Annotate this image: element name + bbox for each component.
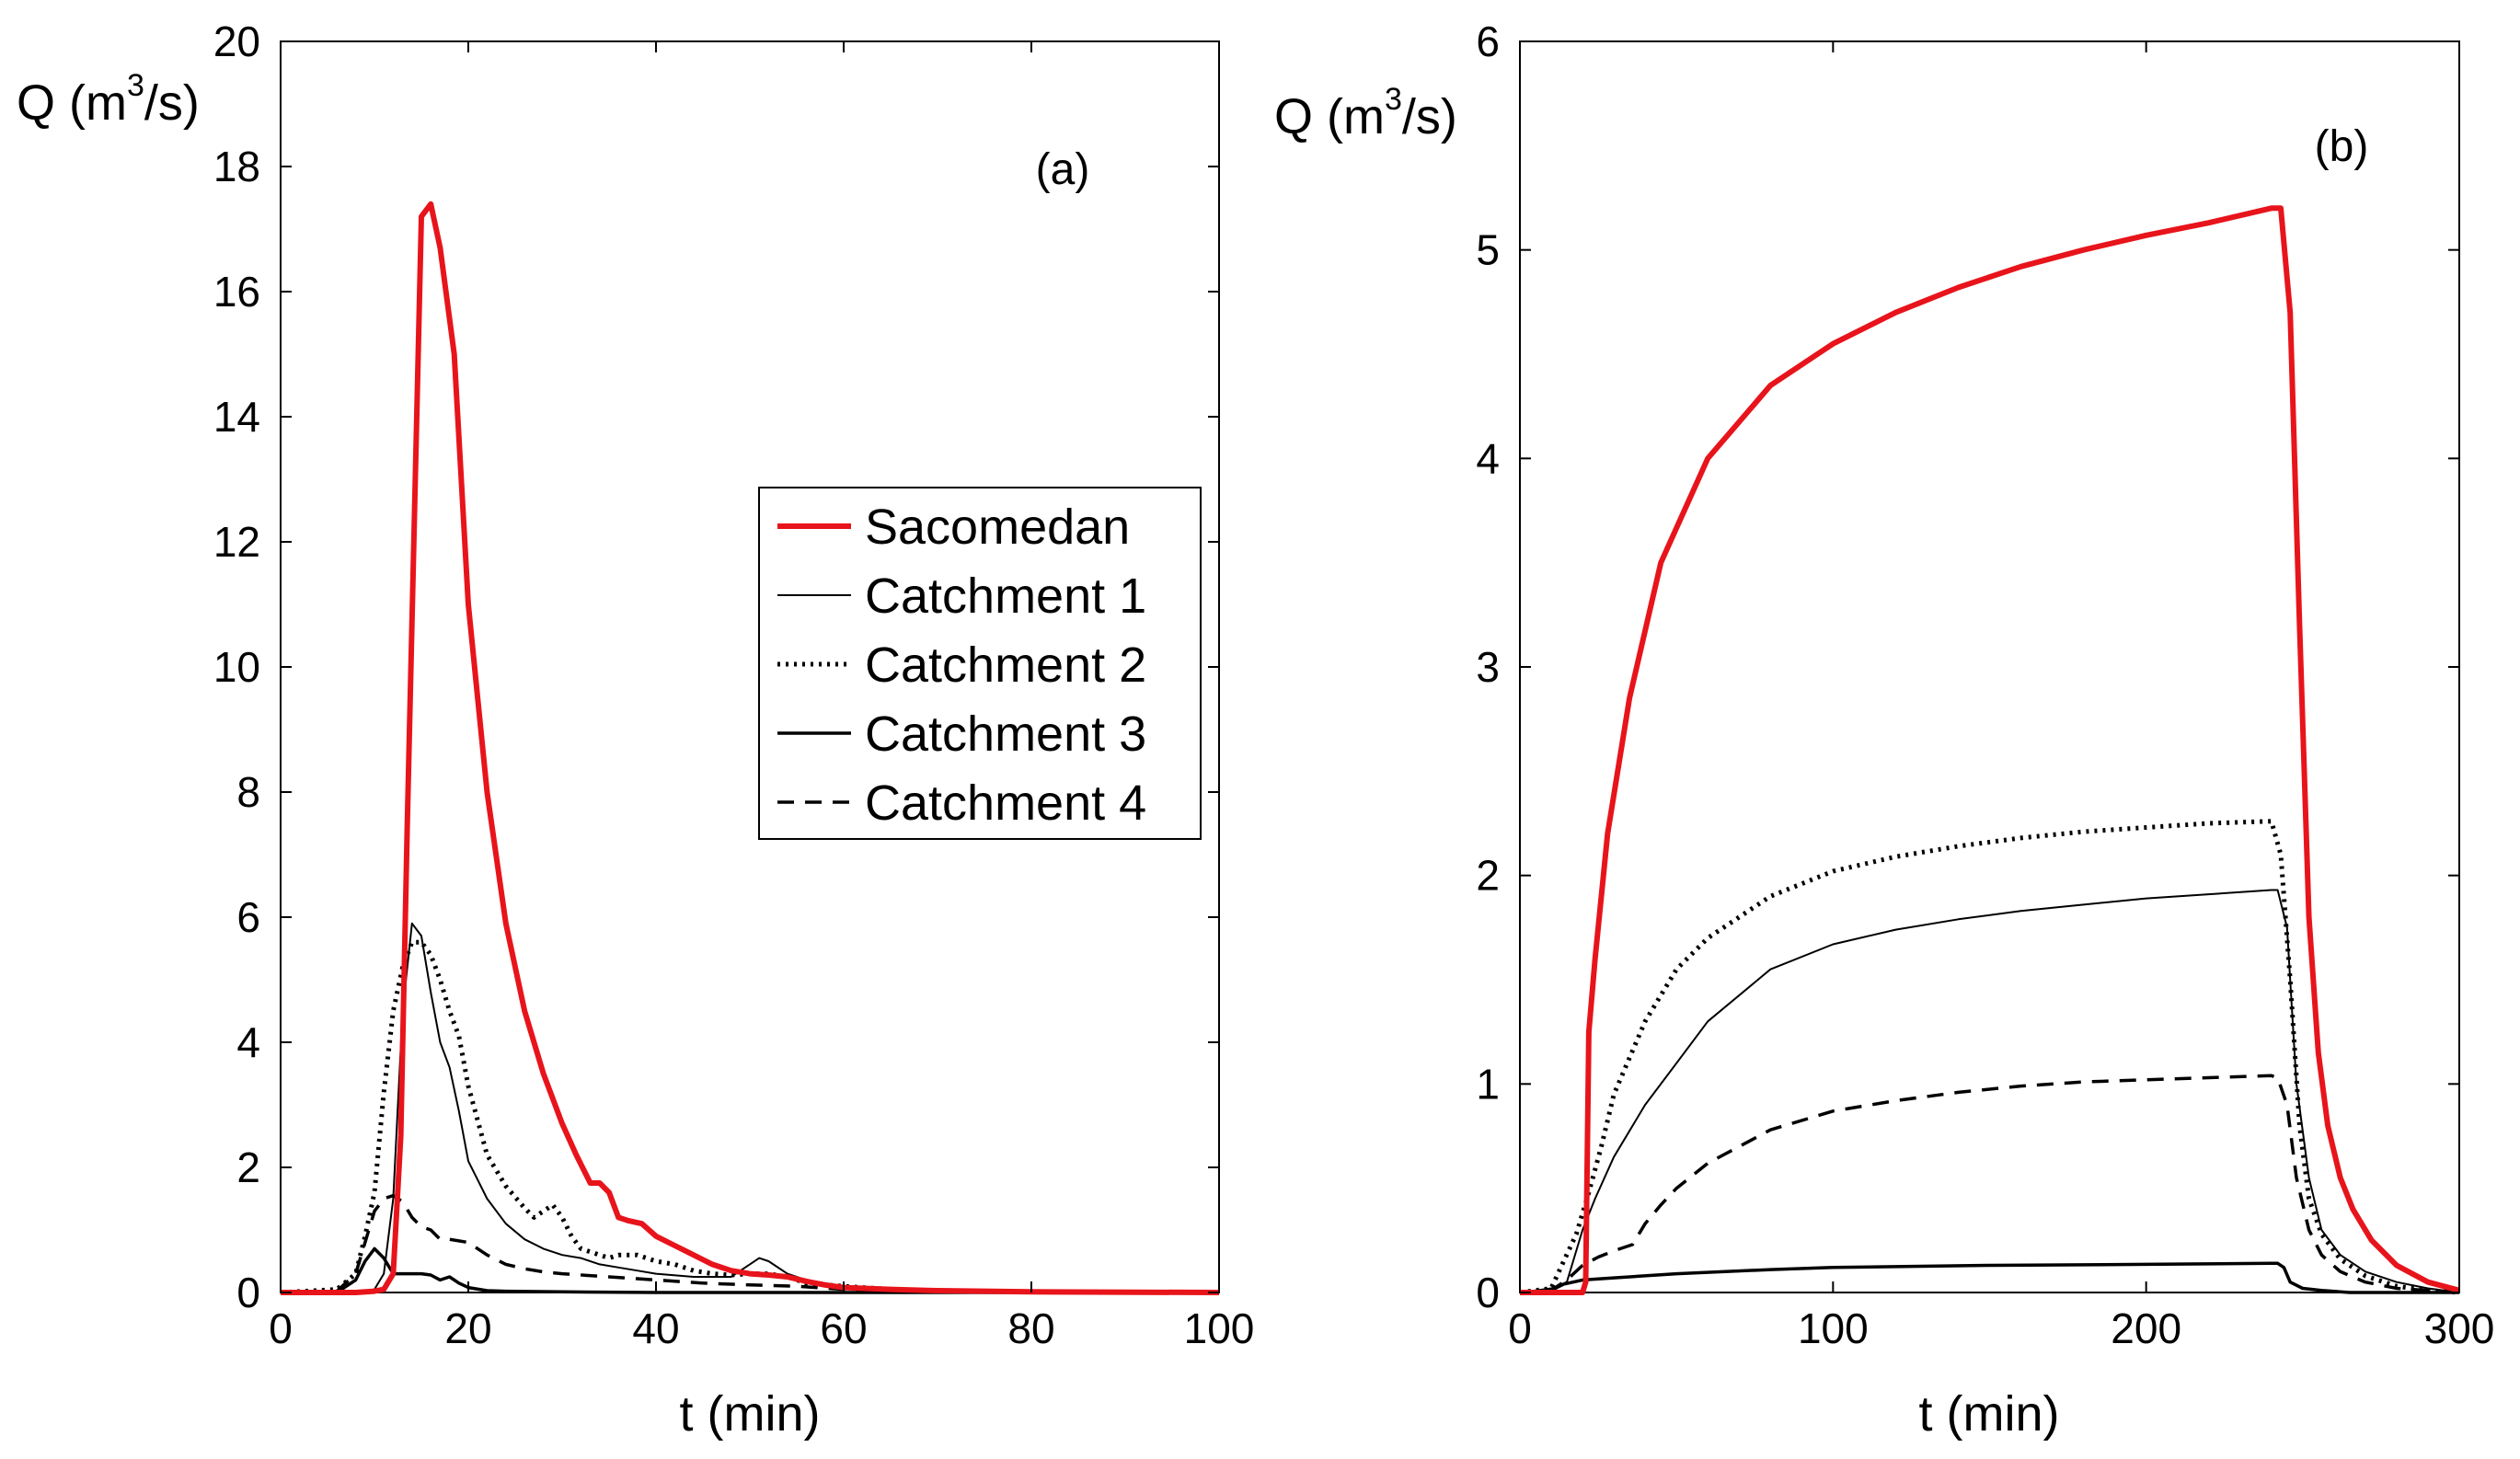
panel-b-label: (b) [2315, 122, 2369, 171]
y-tick-label: 0 [1476, 1269, 1500, 1316]
series-line-catchment-4 [1519, 1074, 2460, 1294]
x-tick-label: 80 [1007, 1304, 1054, 1352]
series-line-catchment-1 [1519, 889, 2460, 1293]
legend-box [758, 487, 1202, 840]
y-tick-label: 2 [1476, 852, 1500, 900]
legend-label-catchment-2: Catchment 2 [865, 638, 1146, 693]
x-tick-label: 200 [2111, 1304, 2181, 1352]
x-tick-label: 0 [269, 1304, 293, 1352]
y-tick-label: 8 [236, 768, 260, 816]
y-tick-label: 10 [213, 643, 260, 691]
y-tick-label: 14 [213, 393, 260, 441]
y-tick-label: 4 [1476, 434, 1500, 482]
x-tick-label: 20 [444, 1304, 491, 1352]
y-tick-label: 4 [236, 1018, 260, 1066]
panel-b: 0 100 200 300 0 1 2 3 4 5 6 (b) t (min) Q (m3/s) [1274, 17, 2494, 1442]
x-tick-label: 0 [1508, 1304, 1532, 1352]
legend-label-catchment-1: Catchment 1 [865, 569, 1146, 624]
x-tick-label: 300 [2424, 1304, 2495, 1352]
x-tick-label: 100 [1798, 1304, 1869, 1352]
y-tick-label: 20 [213, 17, 260, 65]
y-tick-label: 2 [236, 1143, 260, 1191]
y-tick-label: 6 [236, 893, 260, 941]
x-tick-label: 40 [632, 1304, 679, 1352]
legend-label-catchment-3: Catchment 3 [865, 707, 1146, 762]
y-tick-label: 5 [1476, 226, 1500, 274]
series-line-catchment-2 [1519, 819, 2460, 1295]
series-line-catchment-3 [281, 1246, 1219, 1294]
y-tick-label: 0 [236, 1269, 260, 1316]
panel-a-ylabel: Q (m3/s) [17, 68, 200, 131]
series-line-catchment-1 [281, 922, 1220, 1293]
y-tick-label: 3 [1476, 643, 1500, 691]
panel-b-xlabel: t (min) [1919, 1386, 2060, 1442]
series-line-sacomedan [281, 201, 1220, 1295]
x-tick-label: 100 [1184, 1304, 1255, 1352]
panel-a: 0 20 40 60 80 100 0 2 4 6 8 10 12 14 16 18 20 (a) t (mi… [17, 17, 1254, 1442]
y-tick-label: 12 [213, 518, 260, 566]
panel-a-xlabel: t (min) [680, 1386, 821, 1442]
series-line-catchment-4 [280, 1193, 1220, 1294]
y-tick-label: 18 [213, 143, 260, 190]
y-tick-label: 6 [1476, 17, 1500, 65]
legend-label-catchment-4: Catchment 4 [865, 775, 1146, 831]
legend: Sacomedan Catchment 1 Catchment 2 Catchment… [758, 487, 1202, 840]
panel-b-ylabel: Q (m3/s) [1274, 82, 1457, 144]
y-tick-label: 1 [1476, 1060, 1500, 1108]
series-line-catchment-3 [1519, 1261, 2459, 1294]
x-tick-label: 60 [820, 1304, 867, 1352]
panel-a-label: (a) [1036, 145, 1090, 194]
series-line-sacomedan [1520, 205, 2460, 1295]
y-tick-label: 16 [213, 268, 260, 316]
legend-label-sacomedan: Sacomedan [865, 500, 1130, 555]
